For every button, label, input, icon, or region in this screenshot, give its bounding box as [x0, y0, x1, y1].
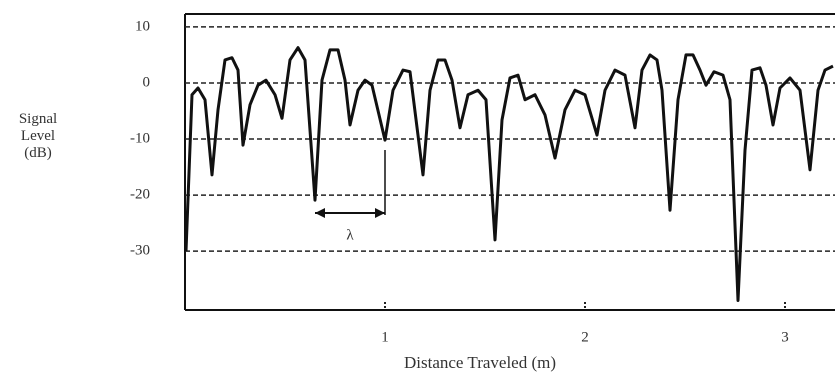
y-tick-label: -10 — [130, 130, 150, 146]
x-tick-label: 2 — [581, 329, 589, 345]
y-tick-label: 10 — [135, 18, 150, 34]
y-tick-label: 0 — [143, 74, 151, 90]
signal-line — [184, 46, 834, 302]
y-tick-label: -20 — [130, 187, 150, 203]
y-tick-label: -30 — [130, 243, 150, 259]
x-tick-label: 1 — [381, 329, 389, 345]
x-axis-label: Distance Traveled (m) — [404, 353, 556, 372]
x-tick-label: 3 — [781, 329, 789, 345]
y-axis-label: Signal Level (dB) — [19, 111, 57, 161]
annotation: λ — [346, 227, 354, 243]
lambda-arrow — [315, 150, 386, 218]
